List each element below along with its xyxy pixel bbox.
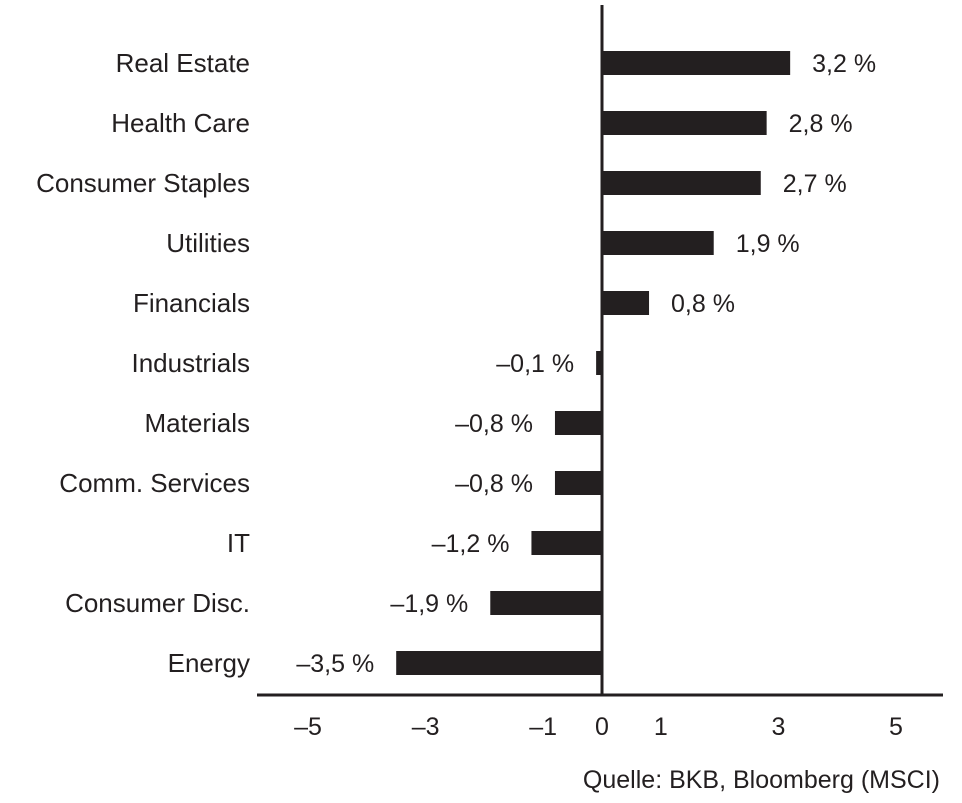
category-label-1: Health Care <box>111 108 250 138</box>
value-label-1: 2,8 % <box>789 110 853 138</box>
value-label-10: –3,5 % <box>296 650 374 678</box>
category-label-6: Materials <box>145 408 250 438</box>
value-label-8: –1,2 % <box>432 530 510 558</box>
category-label-10: Energy <box>168 648 250 678</box>
x-tick-label-4: 1 <box>654 713 668 741</box>
value-label-4: 0,8 % <box>671 290 735 318</box>
category-label-8: IT <box>227 528 250 558</box>
bar-10 <box>396 651 602 675</box>
category-label-5: Industrials <box>132 348 251 378</box>
value-labels-group: 3,2 % 2,8 % 2,7 % 1,9 % 0,8 % –0,1 % –0,8 % –0,… <box>296 50 876 678</box>
category-label-7: Comm. Services <box>59 468 250 498</box>
bar-6 <box>554 411 602 435</box>
value-label-6: –0,8 % <box>455 410 533 438</box>
category-label-9: Consumer Disc. <box>65 588 250 618</box>
bar-4 <box>602 291 650 315</box>
category-labels-group: Real Estate Health Care Consumer Staples Ut… <box>36 48 250 678</box>
value-label-3: 1,9 % <box>736 230 800 258</box>
value-label-5: –0,1 % <box>496 350 574 378</box>
bar-1 <box>602 111 767 135</box>
x-tick-label-3: 0 <box>595 713 609 741</box>
source-note: Quelle: BKB, Bloomberg (MSCI) <box>583 766 940 794</box>
x-tick-label-1: –3 <box>412 713 440 741</box>
x-tick-label-6: 5 <box>889 713 903 741</box>
category-label-2: Consumer Staples <box>36 168 250 198</box>
category-label-4: Financials <box>133 288 250 318</box>
bar-9 <box>490 591 602 615</box>
bar-7 <box>554 471 602 495</box>
category-label-3: Utilities <box>166 228 250 258</box>
bars-group <box>396 51 791 675</box>
x-tick-labels-group: –5 –3 –1 0 1 3 5 <box>294 713 903 741</box>
x-tick-label-0: –5 <box>294 713 322 741</box>
value-label-2: 2,7 % <box>783 170 847 198</box>
value-label-7: –0,8 % <box>455 470 533 498</box>
value-label-9: –1,9 % <box>390 590 468 618</box>
category-label-0: Real Estate <box>116 48 250 78</box>
bar-3 <box>602 231 714 255</box>
x-tick-label-5: 3 <box>771 713 785 741</box>
bar-2 <box>602 171 761 195</box>
bar-8 <box>531 531 602 555</box>
value-label-0: 3,2 % <box>812 50 876 78</box>
x-tick-label-2: –1 <box>529 713 557 741</box>
bar-0 <box>602 51 791 75</box>
bar-5 <box>596 351 602 375</box>
